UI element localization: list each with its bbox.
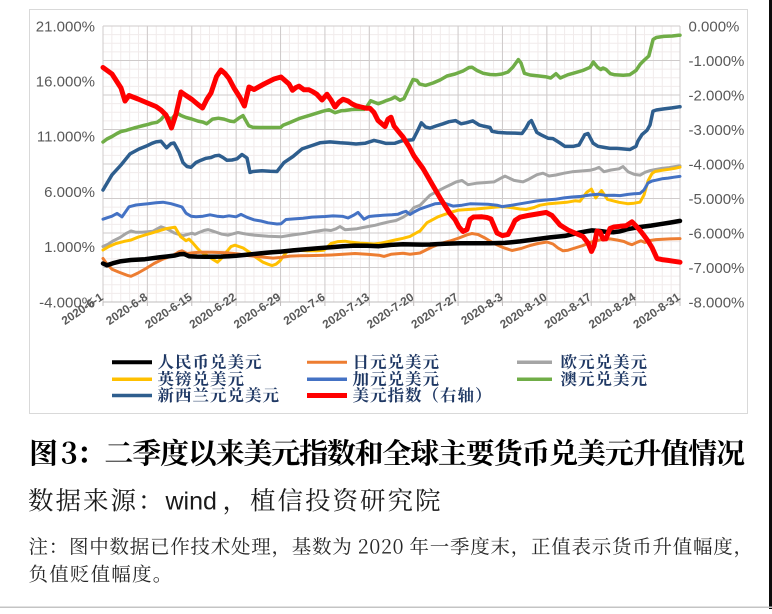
svg-text:0.000%: 0.000% [689,18,740,35]
svg-text:21.000%: 21.000% [36,18,95,35]
svg-text:-4.000%: -4.000% [39,294,95,311]
svg-text:11.000%: 11.000% [37,129,95,146]
svg-text:-7.000%: -7.000% [689,260,745,277]
svg-text:-8.000%: -8.000% [689,294,745,311]
svg-text:-1.000%: -1.000% [689,53,745,70]
svg-text:-4.000%: -4.000% [689,156,745,173]
svg-text:-3.000%: -3.000% [689,122,745,139]
svg-text:-6.000%: -6.000% [689,225,745,242]
svg-text:1.000%: 1.000% [44,239,95,256]
svg-text:16.000%: 16.000% [36,74,95,91]
svg-text:wind: wind [165,488,217,516]
svg-text:-2.000%: -2.000% [689,87,745,104]
svg-text:6.000%: 6.000% [44,184,95,201]
svg-text:-5.000%: -5.000% [689,191,745,208]
